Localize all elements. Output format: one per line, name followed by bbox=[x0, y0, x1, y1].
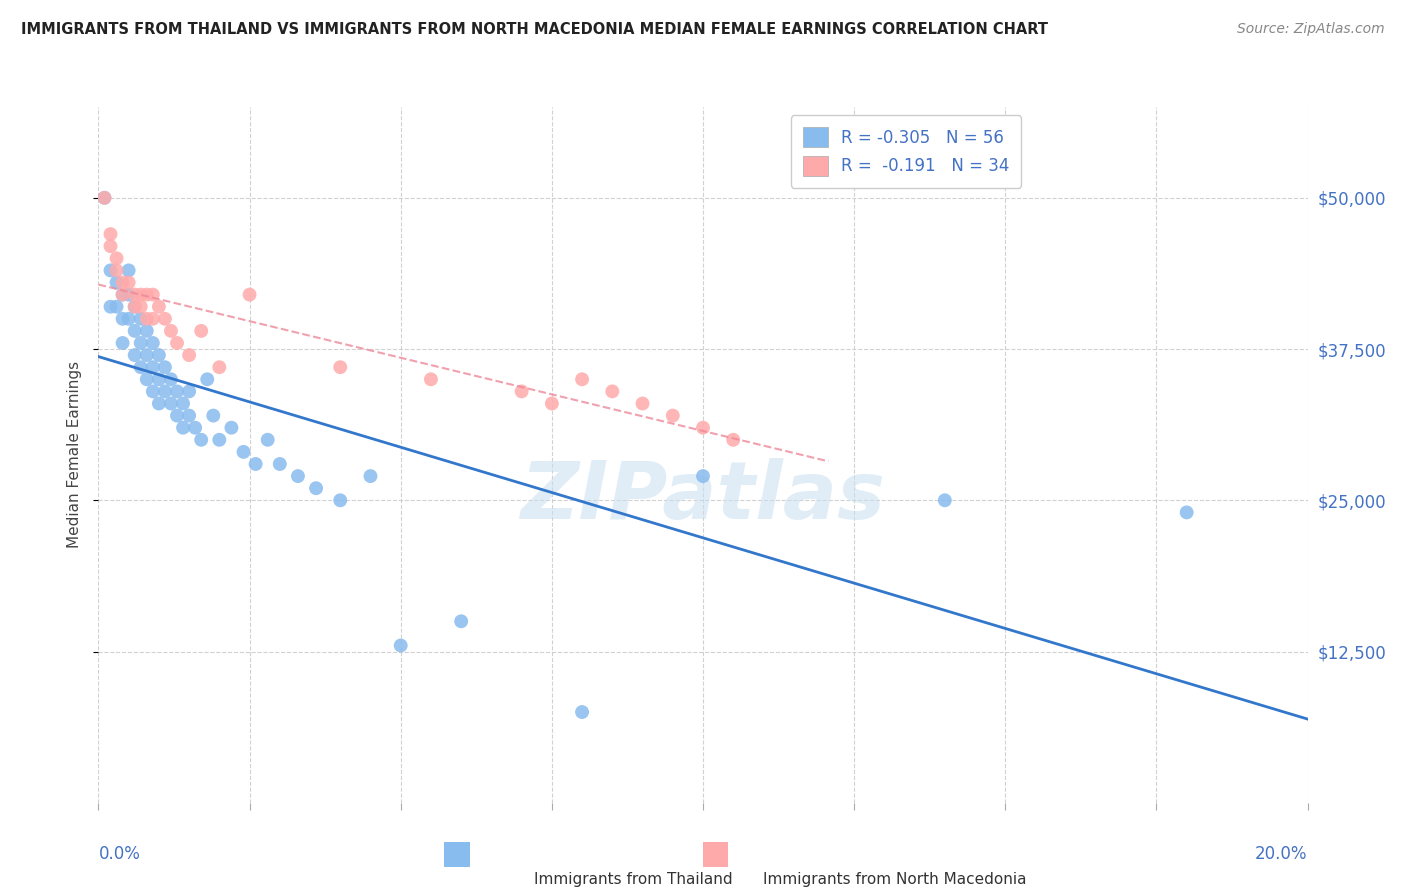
Point bbox=[118, 287, 141, 301]
Point bbox=[160, 372, 183, 386]
Point bbox=[148, 348, 170, 362]
Point bbox=[571, 705, 593, 719]
Point bbox=[135, 287, 157, 301]
Point bbox=[360, 469, 382, 483]
Point bbox=[100, 263, 122, 277]
Point bbox=[179, 384, 201, 399]
Text: 0.0%: 0.0% bbox=[98, 845, 141, 863]
Point bbox=[692, 469, 714, 483]
Point bbox=[142, 287, 165, 301]
Point bbox=[305, 481, 328, 495]
Point bbox=[100, 227, 122, 241]
Point bbox=[166, 409, 188, 423]
Point bbox=[153, 384, 176, 399]
Point bbox=[142, 384, 165, 399]
Point bbox=[540, 396, 562, 410]
Point bbox=[269, 457, 291, 471]
Point bbox=[172, 420, 194, 434]
Point bbox=[190, 433, 212, 447]
Point bbox=[420, 372, 443, 386]
Point bbox=[692, 420, 714, 434]
Point bbox=[135, 372, 157, 386]
Point bbox=[245, 457, 267, 471]
Point bbox=[100, 239, 122, 253]
Point bbox=[129, 311, 152, 326]
Point bbox=[631, 396, 654, 410]
Point bbox=[148, 300, 170, 314]
Text: IMMIGRANTS FROM THAILAND VS IMMIGRANTS FROM NORTH MACEDONIA MEDIAN FEMALE EARNIN: IMMIGRANTS FROM THAILAND VS IMMIGRANTS F… bbox=[21, 22, 1047, 37]
Point bbox=[105, 252, 128, 266]
Text: ZIPatlas: ZIPatlas bbox=[520, 458, 886, 536]
Point bbox=[208, 360, 231, 375]
Point bbox=[111, 276, 134, 290]
Point bbox=[111, 287, 134, 301]
Point bbox=[450, 615, 472, 629]
Point bbox=[129, 360, 152, 375]
Point bbox=[202, 409, 225, 423]
Point bbox=[232, 445, 254, 459]
Point bbox=[256, 433, 278, 447]
Point bbox=[287, 469, 309, 483]
Point bbox=[93, 191, 115, 205]
Point bbox=[118, 276, 141, 290]
Point bbox=[129, 287, 152, 301]
Point bbox=[160, 396, 183, 410]
Point bbox=[100, 300, 122, 314]
Point bbox=[160, 324, 183, 338]
Point bbox=[129, 336, 152, 351]
Point bbox=[135, 348, 157, 362]
Point bbox=[172, 396, 194, 410]
Point bbox=[124, 324, 146, 338]
Point bbox=[135, 311, 157, 326]
Point bbox=[510, 384, 533, 399]
Point bbox=[105, 276, 128, 290]
Point bbox=[221, 420, 243, 434]
Text: Immigrants from Thailand: Immigrants from Thailand bbox=[534, 872, 733, 888]
Point bbox=[571, 372, 593, 386]
Point bbox=[329, 360, 352, 375]
Y-axis label: Median Female Earnings: Median Female Earnings bbox=[67, 361, 83, 549]
Point bbox=[723, 433, 745, 447]
Point bbox=[1175, 505, 1198, 519]
Point bbox=[124, 300, 146, 314]
Point bbox=[118, 263, 141, 277]
Point bbox=[179, 348, 201, 362]
Text: Immigrants from North Macedonia: Immigrants from North Macedonia bbox=[763, 872, 1026, 888]
Point bbox=[602, 384, 624, 399]
Point bbox=[208, 433, 231, 447]
Point bbox=[111, 311, 134, 326]
Point bbox=[190, 324, 212, 338]
Point bbox=[148, 372, 170, 386]
Legend: R = -0.305   N = 56, R =  -0.191   N = 34: R = -0.305 N = 56, R = -0.191 N = 34 bbox=[792, 115, 1021, 187]
Point bbox=[179, 409, 201, 423]
Point bbox=[142, 360, 165, 375]
Point bbox=[142, 311, 165, 326]
Point bbox=[329, 493, 352, 508]
Text: 20.0%: 20.0% bbox=[1256, 845, 1308, 863]
Point bbox=[153, 311, 176, 326]
Point bbox=[129, 300, 152, 314]
Point bbox=[111, 287, 134, 301]
Point bbox=[239, 287, 262, 301]
Point bbox=[124, 287, 146, 301]
Point bbox=[153, 360, 176, 375]
Point bbox=[105, 263, 128, 277]
Point bbox=[111, 336, 134, 351]
Point bbox=[195, 372, 218, 386]
Point bbox=[124, 348, 146, 362]
Point bbox=[389, 639, 412, 653]
Point bbox=[184, 420, 207, 434]
Point bbox=[166, 336, 188, 351]
Point bbox=[142, 336, 165, 351]
Text: Source: ZipAtlas.com: Source: ZipAtlas.com bbox=[1237, 22, 1385, 37]
Point bbox=[662, 409, 685, 423]
Point bbox=[166, 384, 188, 399]
Point bbox=[934, 493, 956, 508]
Point bbox=[135, 324, 157, 338]
Point bbox=[124, 300, 146, 314]
Point bbox=[118, 311, 141, 326]
Point bbox=[148, 396, 170, 410]
Point bbox=[105, 300, 128, 314]
Point bbox=[93, 191, 115, 205]
